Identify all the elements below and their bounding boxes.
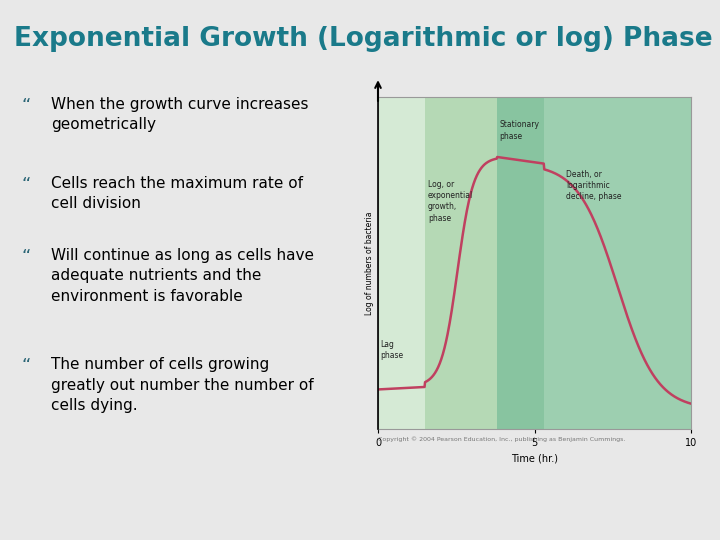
X-axis label: Time (hr.): Time (hr.): [511, 454, 558, 464]
Text: When the growth curve increases
geometrically: When the growth curve increases geometri…: [52, 97, 309, 132]
Text: “: “: [22, 176, 31, 194]
Text: Will continue as long as cells have
adequate nutrients and the
environment is fa: Will continue as long as cells have adeq…: [52, 248, 315, 303]
Text: “: “: [22, 357, 31, 375]
Text: Stationary
phase: Stationary phase: [500, 120, 539, 140]
Bar: [544, 97, 691, 429]
Bar: [497, 97, 544, 429]
Text: The number of cells growing
greatly out number the number of
cells dying.: The number of cells growing greatly out …: [52, 357, 314, 413]
Bar: [425, 97, 497, 429]
Text: Log, or
exponential
growth,
phase: Log, or exponential growth, phase: [428, 180, 473, 222]
Y-axis label: Log of numbers of bacteria: Log of numbers of bacteria: [365, 212, 374, 315]
Text: “: “: [22, 97, 31, 114]
Text: Death, or
logarithmic
decline, phase: Death, or logarithmic decline, phase: [566, 170, 621, 201]
Text: Lag
phase: Lag phase: [380, 340, 404, 360]
Text: “: “: [22, 248, 31, 266]
Text: Exponential Growth (Logarithmic or log) Phase: Exponential Growth (Logarithmic or log) …: [14, 25, 713, 52]
Bar: [378, 97, 425, 429]
Text: Cells reach the maximum rate of
cell division: Cells reach the maximum rate of cell div…: [52, 176, 304, 212]
Text: Copyright © 2004 Pearson Education, Inc., publishing as Benjamin Cummings.: Copyright © 2004 Pearson Education, Inc.…: [378, 436, 626, 442]
